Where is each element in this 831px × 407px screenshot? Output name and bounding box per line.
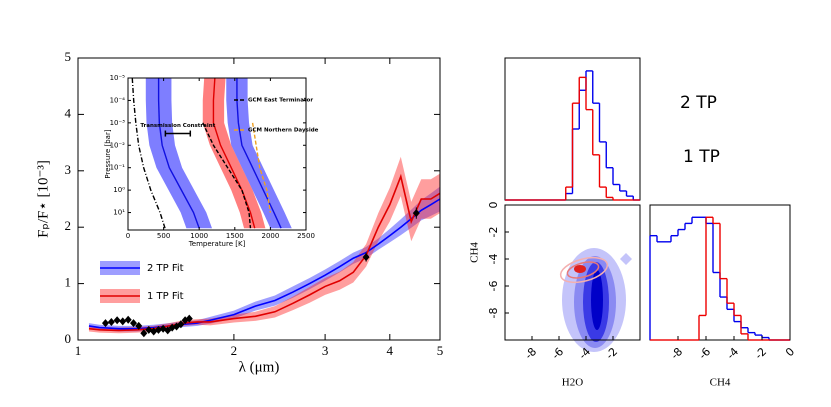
series-line: [157, 78, 200, 229]
data-point: [154, 325, 162, 334]
x-tick-label: 2: [231, 343, 238, 358]
x-tick-label: 0: [126, 232, 130, 240]
legend-label: GCM East Terminator: [248, 98, 313, 104]
data-point: [362, 253, 370, 262]
y-tick-label: 10⁻³: [110, 119, 126, 127]
y-tick-label: 2: [65, 218, 72, 233]
series-line: [251, 122, 272, 213]
x-tick-label: -8: [668, 345, 685, 362]
blue-contour: [620, 253, 632, 265]
x-tick-label: 2000: [261, 232, 279, 240]
x-tick-label: 5: [437, 343, 444, 358]
x-tick-label: -2: [752, 345, 769, 362]
data-point: [119, 317, 127, 326]
x-tick-label: -4: [724, 345, 741, 362]
panel-frame: [504, 204, 641, 341]
series-line: [212, 77, 256, 229]
series-line: [131, 77, 166, 229]
x-tick-label: 3: [322, 343, 329, 358]
y-tick-label: -4: [487, 254, 500, 265]
y-tick-label: 10⁻²: [110, 141, 126, 149]
x-tick-label: -6: [696, 345, 713, 362]
x-tick-label: 4: [387, 343, 394, 358]
x-axis-label: H2O: [562, 377, 583, 389]
series-line: [202, 122, 252, 229]
data-point: [140, 329, 148, 338]
x-tick-label: 500: [157, 232, 170, 240]
x-tick-label: 0: [783, 345, 797, 359]
data-point: [177, 320, 185, 329]
legend-label: 2 TP: [680, 93, 717, 113]
data-point: [135, 321, 143, 330]
x-tick-label: -8: [522, 345, 539, 362]
posterior-contours: [559, 248, 632, 352]
y-tick-label: 0: [65, 331, 72, 346]
y-axis-label: CH4: [469, 242, 481, 263]
blue-contour: [591, 270, 603, 330]
legend-label: GCM Northern Dayside: [248, 128, 319, 134]
x-axis-label: λ (μm): [239, 359, 280, 375]
uncertainty-band: [88, 186, 440, 332]
y-tick-label: -2: [487, 227, 500, 238]
y-axis-label: Fₚ/F⋆ [10⁻³]: [35, 160, 51, 238]
y-tick-label: 5: [65, 49, 72, 64]
legend-label: 1 TP: [683, 147, 720, 167]
y-tick-label: -6: [487, 281, 500, 292]
panel-frame: [504, 57, 641, 201]
data-point: [124, 315, 132, 324]
x-tick-label: -6: [549, 345, 566, 362]
y-tick-label: 10¹: [113, 209, 125, 217]
red-contour: [559, 256, 609, 284]
y-tick-label: -8: [487, 308, 500, 319]
y-tick-label: 4: [65, 105, 72, 120]
legend-label: 2 TP Fit: [147, 263, 184, 274]
x-tick-label: 1000: [190, 232, 208, 240]
y-tick-label: 10⁻⁵: [110, 74, 126, 82]
y-tick-label: 0: [487, 202, 500, 209]
y-tick-label: 1: [65, 275, 72, 290]
inset-frame: [127, 77, 307, 231]
x-tick-label: 1500: [226, 232, 244, 240]
y-tick-label: 3: [65, 162, 72, 177]
y-tick-label: 10⁻⁴: [110, 96, 126, 104]
x-axis-label: CH4: [710, 377, 731, 389]
red-contour: [566, 261, 600, 279]
y-axis-label: Pressure [bar]: [104, 129, 112, 178]
uncertainty-band: [226, 78, 292, 229]
data-point: [113, 316, 121, 325]
data-point: [412, 209, 420, 218]
x-axis-label: Temperature [K]: [188, 240, 246, 248]
plot-frame: [77, 57, 441, 341]
data-point: [107, 317, 115, 326]
y-tick-label: 10⁰: [113, 186, 125, 194]
series-line: [236, 78, 282, 229]
y-tick-label: 10⁻¹: [110, 164, 126, 172]
x-tick-label: 1: [75, 343, 82, 358]
legend-label: 1 TP Fit: [147, 291, 184, 302]
data-point: [130, 319, 138, 328]
x-tick-label: 2500: [297, 232, 315, 240]
data-point: [185, 314, 193, 323]
uncertainty-band: [202, 78, 266, 229]
annotation: Transmission Constraint: [140, 123, 215, 129]
red-contour: [574, 265, 586, 273]
data-point: [101, 319, 109, 328]
uncertainty-band: [145, 78, 213, 229]
